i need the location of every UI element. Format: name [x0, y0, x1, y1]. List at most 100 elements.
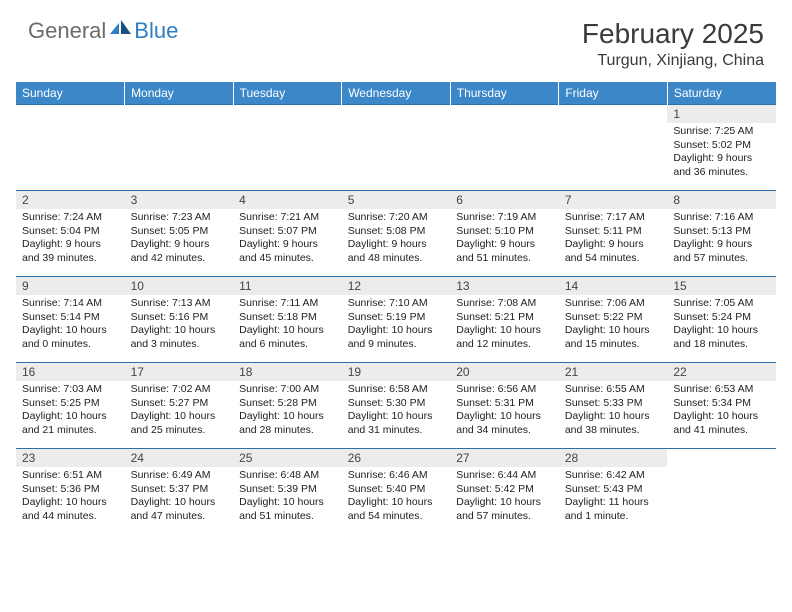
- calendar-cell: 14Sunrise: 7:06 AMSunset: 5:22 PMDayligh…: [559, 277, 668, 363]
- calendar-cell: 12Sunrise: 7:10 AMSunset: 5:19 PMDayligh…: [342, 277, 451, 363]
- sunrise-text: Sunrise: 7:00 AM: [239, 383, 336, 397]
- day-detail: Sunrise: 6:46 AMSunset: 5:40 PMDaylight:…: [342, 467, 451, 527]
- calendar-cell: [16, 105, 125, 191]
- calendar-cell: 2Sunrise: 7:24 AMSunset: 5:04 PMDaylight…: [16, 191, 125, 277]
- calendar-cell: 4Sunrise: 7:21 AMSunset: 5:07 PMDaylight…: [233, 191, 342, 277]
- sunrise-text: Sunrise: 7:13 AM: [131, 297, 228, 311]
- sunrise-text: Sunrise: 7:17 AM: [565, 211, 662, 225]
- day-number: 8: [667, 191, 776, 209]
- calendar-cell: 18Sunrise: 7:00 AMSunset: 5:28 PMDayligh…: [233, 363, 342, 449]
- sunset-text: Sunset: 5:18 PM: [239, 311, 336, 325]
- day-detail: Sunrise: 6:58 AMSunset: 5:30 PMDaylight:…: [342, 381, 451, 441]
- day-number: 9: [16, 277, 125, 295]
- sunset-text: Sunset: 5:13 PM: [673, 225, 770, 239]
- calendar-cell: 28Sunrise: 6:42 AMSunset: 5:43 PMDayligh…: [559, 449, 668, 535]
- day-detail: Sunrise: 6:49 AMSunset: 5:37 PMDaylight:…: [125, 467, 234, 527]
- sunset-text: Sunset: 5:19 PM: [348, 311, 445, 325]
- day-detail: Sunrise: 7:02 AMSunset: 5:27 PMDaylight:…: [125, 381, 234, 441]
- day-detail: Sunrise: 7:05 AMSunset: 5:24 PMDaylight:…: [667, 295, 776, 355]
- calendar-row: 1Sunrise: 7:25 AMSunset: 5:02 PMDaylight…: [16, 105, 776, 191]
- day-number: 17: [125, 363, 234, 381]
- day-number: 7: [559, 191, 668, 209]
- daylight-text: Daylight: 10 hours and 57 minutes.: [456, 496, 553, 523]
- calendar-table: Sunday Monday Tuesday Wednesday Thursday…: [16, 82, 776, 535]
- day-detail: Sunrise: 7:20 AMSunset: 5:08 PMDaylight:…: [342, 209, 451, 269]
- daylight-text: Daylight: 10 hours and 31 minutes.: [348, 410, 445, 437]
- sunrise-text: Sunrise: 6:58 AM: [348, 383, 445, 397]
- day-detail: Sunrise: 7:14 AMSunset: 5:14 PMDaylight:…: [16, 295, 125, 355]
- day-number: 27: [450, 449, 559, 467]
- sunrise-text: Sunrise: 6:56 AM: [456, 383, 553, 397]
- day-number: 5: [342, 191, 451, 209]
- sunrise-text: Sunrise: 6:46 AM: [348, 469, 445, 483]
- sunrise-text: Sunrise: 7:06 AM: [565, 297, 662, 311]
- calendar-cell: 17Sunrise: 7:02 AMSunset: 5:27 PMDayligh…: [125, 363, 234, 449]
- day-number: 28: [559, 449, 668, 467]
- sunrise-text: Sunrise: 7:03 AM: [22, 383, 119, 397]
- calendar-cell: 26Sunrise: 6:46 AMSunset: 5:40 PMDayligh…: [342, 449, 451, 535]
- sunrise-text: Sunrise: 7:23 AM: [131, 211, 228, 225]
- header: General Blue February 2025 Turgun, Xinji…: [0, 0, 792, 74]
- sunrise-text: Sunrise: 7:19 AM: [456, 211, 553, 225]
- daylight-text: Daylight: 10 hours and 6 minutes.: [239, 324, 336, 351]
- calendar-body: 1Sunrise: 7:25 AMSunset: 5:02 PMDaylight…: [16, 105, 776, 535]
- calendar-cell: [559, 105, 668, 191]
- weekday-header: Saturday: [667, 82, 776, 105]
- page-title: February 2025: [582, 18, 764, 50]
- daylight-text: Daylight: 10 hours and 41 minutes.: [673, 410, 770, 437]
- calendar-cell: 8Sunrise: 7:16 AMSunset: 5:13 PMDaylight…: [667, 191, 776, 277]
- daylight-text: Daylight: 10 hours and 38 minutes.: [565, 410, 662, 437]
- sunrise-text: Sunrise: 6:42 AM: [565, 469, 662, 483]
- daylight-text: Daylight: 9 hours and 51 minutes.: [456, 238, 553, 265]
- day-number: 3: [125, 191, 234, 209]
- sunset-text: Sunset: 5:34 PM: [673, 397, 770, 411]
- day-detail: Sunrise: 6:53 AMSunset: 5:34 PMDaylight:…: [667, 381, 776, 441]
- sunset-text: Sunset: 5:07 PM: [239, 225, 336, 239]
- logo-text-general: General: [28, 18, 106, 44]
- day-detail: Sunrise: 7:13 AMSunset: 5:16 PMDaylight:…: [125, 295, 234, 355]
- sunrise-text: Sunrise: 7:20 AM: [348, 211, 445, 225]
- daylight-text: Daylight: 9 hours and 48 minutes.: [348, 238, 445, 265]
- sunset-text: Sunset: 5:42 PM: [456, 483, 553, 497]
- calendar-cell: 25Sunrise: 6:48 AMSunset: 5:39 PMDayligh…: [233, 449, 342, 535]
- daylight-text: Daylight: 9 hours and 57 minutes.: [673, 238, 770, 265]
- calendar-cell: 19Sunrise: 6:58 AMSunset: 5:30 PMDayligh…: [342, 363, 451, 449]
- day-number: 25: [233, 449, 342, 467]
- calendar-cell: 10Sunrise: 7:13 AMSunset: 5:16 PMDayligh…: [125, 277, 234, 363]
- day-detail: Sunrise: 7:19 AMSunset: 5:10 PMDaylight:…: [450, 209, 559, 269]
- sunset-text: Sunset: 5:22 PM: [565, 311, 662, 325]
- sunrise-text: Sunrise: 7:02 AM: [131, 383, 228, 397]
- daylight-text: Daylight: 10 hours and 0 minutes.: [22, 324, 119, 351]
- calendar-cell: 1Sunrise: 7:25 AMSunset: 5:02 PMDaylight…: [667, 105, 776, 191]
- day-detail: Sunrise: 6:55 AMSunset: 5:33 PMDaylight:…: [559, 381, 668, 441]
- sunrise-text: Sunrise: 7:24 AM: [22, 211, 119, 225]
- day-detail: Sunrise: 6:44 AMSunset: 5:42 PMDaylight:…: [450, 467, 559, 527]
- day-detail: Sunrise: 7:16 AMSunset: 5:13 PMDaylight:…: [667, 209, 776, 269]
- calendar-cell: 13Sunrise: 7:08 AMSunset: 5:21 PMDayligh…: [450, 277, 559, 363]
- sunrise-text: Sunrise: 6:53 AM: [673, 383, 770, 397]
- calendar-row: 16Sunrise: 7:03 AMSunset: 5:25 PMDayligh…: [16, 363, 776, 449]
- calendar-cell: 11Sunrise: 7:11 AMSunset: 5:18 PMDayligh…: [233, 277, 342, 363]
- sunrise-text: Sunrise: 7:21 AM: [239, 211, 336, 225]
- sunset-text: Sunset: 5:11 PM: [565, 225, 662, 239]
- daylight-text: Daylight: 10 hours and 25 minutes.: [131, 410, 228, 437]
- sunrise-text: Sunrise: 7:10 AM: [348, 297, 445, 311]
- daylight-text: Daylight: 10 hours and 44 minutes.: [22, 496, 119, 523]
- daylight-text: Daylight: 10 hours and 21 minutes.: [22, 410, 119, 437]
- day-number: 14: [559, 277, 668, 295]
- day-number: 24: [125, 449, 234, 467]
- day-detail: Sunrise: 7:17 AMSunset: 5:11 PMDaylight:…: [559, 209, 668, 269]
- sunset-text: Sunset: 5:21 PM: [456, 311, 553, 325]
- daylight-text: Daylight: 9 hours and 42 minutes.: [131, 238, 228, 265]
- calendar-cell: [233, 105, 342, 191]
- weekday-header: Monday: [125, 82, 234, 105]
- calendar-row: 2Sunrise: 7:24 AMSunset: 5:04 PMDaylight…: [16, 191, 776, 277]
- day-number: 10: [125, 277, 234, 295]
- day-number: 21: [559, 363, 668, 381]
- daylight-text: Daylight: 11 hours and 1 minute.: [565, 496, 662, 523]
- day-number: 15: [667, 277, 776, 295]
- weekday-header: Friday: [559, 82, 668, 105]
- sunset-text: Sunset: 5:25 PM: [22, 397, 119, 411]
- title-block: February 2025 Turgun, Xinjiang, China: [582, 18, 764, 70]
- day-detail: Sunrise: 7:06 AMSunset: 5:22 PMDaylight:…: [559, 295, 668, 355]
